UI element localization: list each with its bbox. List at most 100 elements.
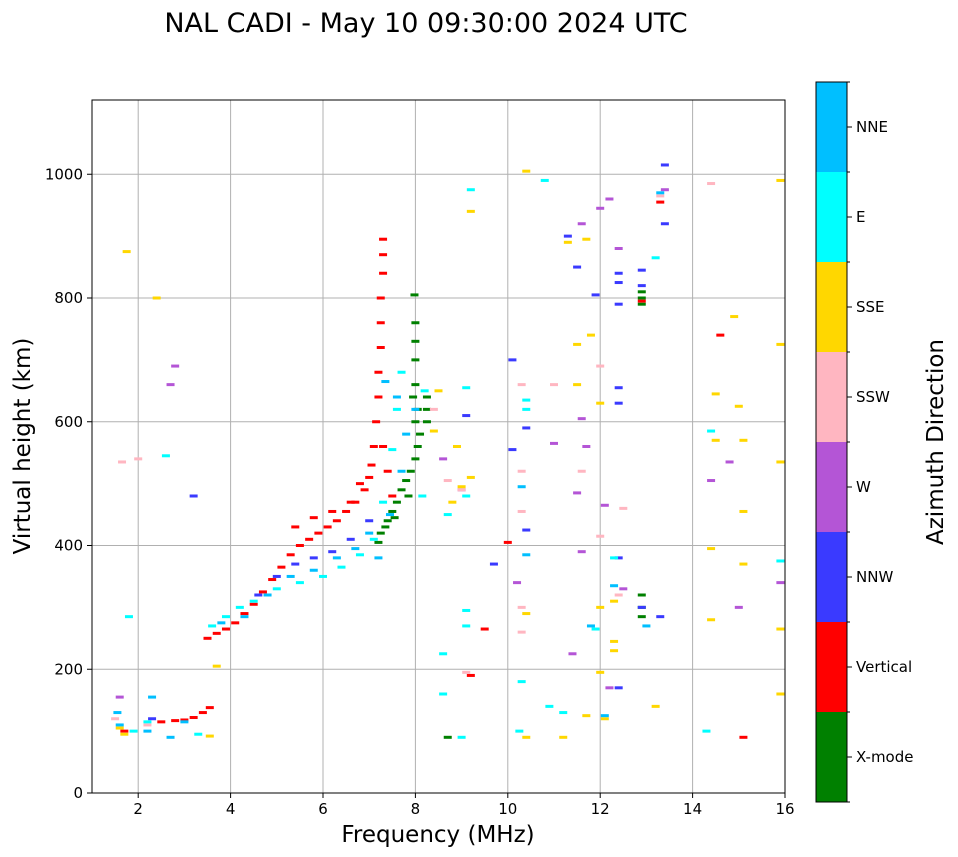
data-point — [337, 565, 346, 569]
data-point — [614, 302, 623, 306]
data-point — [707, 547, 716, 551]
data-point — [410, 293, 419, 297]
data-point — [517, 680, 526, 684]
colorbar-segment — [816, 262, 847, 352]
data-point — [381, 380, 390, 384]
data-point — [411, 383, 420, 387]
data-point — [573, 265, 582, 269]
data-point — [517, 383, 526, 387]
data-point — [660, 163, 669, 167]
data-point — [369, 537, 378, 541]
data-point — [385, 513, 394, 517]
series-sse — [115, 169, 785, 739]
data-point — [582, 237, 591, 241]
data-point — [716, 333, 725, 337]
data-point — [286, 553, 295, 557]
data-point — [466, 209, 475, 213]
data-point — [711, 438, 720, 442]
data-point — [422, 407, 431, 411]
data-point — [411, 420, 420, 424]
data-point — [351, 547, 360, 551]
data-point — [550, 441, 558, 445]
data-point — [383, 469, 392, 473]
data-point — [161, 454, 170, 458]
colorbar-segment — [816, 352, 847, 442]
data-point — [272, 574, 281, 578]
data-point — [367, 463, 376, 467]
data-point — [429, 429, 438, 433]
data-point — [614, 593, 623, 597]
data-point — [503, 540, 512, 544]
y-tick-label: 600 — [54, 413, 83, 431]
data-point — [586, 333, 595, 337]
x-tick-label: 10 — [498, 800, 517, 818]
x-tick-label: 16 — [775, 800, 794, 818]
data-point — [443, 513, 452, 517]
data-point — [148, 717, 157, 721]
data-point — [545, 704, 554, 708]
chart-title: NAL CADI - May 10 09:30:00 2024 UTC — [164, 8, 687, 39]
data-point — [776, 342, 785, 346]
data-point — [563, 234, 572, 238]
data-point — [596, 364, 605, 368]
series-nne — [113, 191, 665, 739]
data-point — [513, 581, 522, 585]
data-point — [411, 321, 420, 325]
data-point — [605, 686, 614, 690]
data-point — [205, 734, 214, 738]
data-point — [577, 417, 586, 421]
data-point — [328, 550, 337, 554]
data-point — [610, 556, 619, 560]
data-point — [596, 206, 605, 210]
data-point — [309, 516, 318, 520]
data-point — [582, 445, 591, 448]
data-point — [457, 485, 466, 489]
data-points — [111, 163, 785, 739]
data-point — [231, 621, 240, 625]
data-point — [591, 293, 600, 297]
data-point — [277, 565, 286, 569]
data-point — [522, 426, 531, 430]
data-point — [379, 237, 388, 241]
data-point — [457, 735, 466, 739]
data-point — [319, 574, 327, 578]
data-point — [328, 509, 337, 513]
data-point — [372, 420, 381, 424]
data-point — [418, 494, 427, 498]
data-point — [388, 494, 397, 498]
data-point — [776, 178, 785, 182]
data-point — [637, 296, 646, 300]
data-point — [383, 519, 392, 523]
data-point — [577, 550, 586, 554]
data-point — [212, 631, 221, 635]
data-point — [466, 673, 475, 677]
data-point — [637, 299, 646, 303]
y-axis-ticks: 0 200 400 600 800 1000 — [45, 165, 92, 802]
data-point — [614, 247, 623, 250]
data-point — [254, 593, 263, 597]
colorbar-segment — [816, 442, 847, 532]
data-point — [379, 500, 388, 504]
data-point — [118, 460, 127, 464]
data-point — [171, 719, 180, 723]
series-w — [115, 188, 785, 699]
data-point — [600, 717, 609, 721]
x-axis-label: Frequency (MHz) — [341, 822, 534, 848]
data-point — [212, 664, 221, 668]
data-point — [651, 256, 660, 260]
data-point — [402, 432, 411, 436]
data-point — [656, 191, 665, 195]
data-point — [342, 509, 351, 513]
data-point — [462, 670, 471, 674]
data-point — [314, 531, 323, 535]
data-point — [730, 315, 739, 319]
data-point — [439, 692, 448, 696]
data-point — [180, 720, 189, 724]
data-point — [171, 364, 180, 368]
data-point — [619, 506, 628, 510]
data-point — [776, 627, 785, 631]
data-point — [642, 624, 651, 628]
data-point — [462, 414, 471, 418]
colorbar-segment — [816, 532, 847, 622]
